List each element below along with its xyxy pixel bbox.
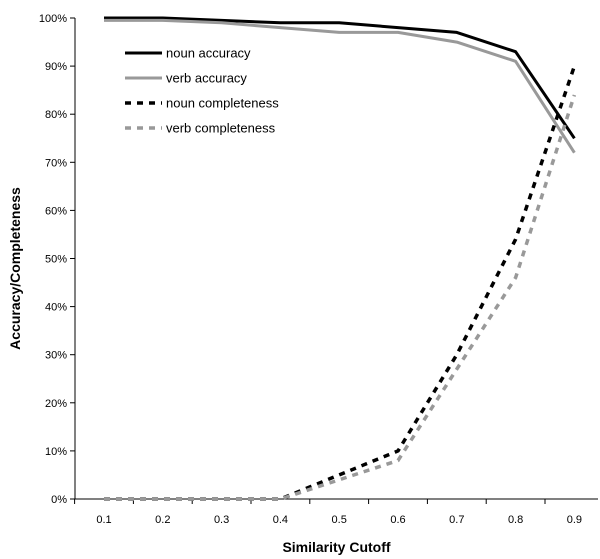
axes: 0% 10% 20% 30% 40% 50% 60% 70% 80% 90% 100% 0.1 0.2…	[39, 13, 598, 526]
x-tick-label: 0.7	[449, 514, 464, 526]
x-tick-label: 0.1	[96, 514, 111, 526]
x-tick-label: 0.8	[508, 514, 523, 526]
legend-label-noun-completeness: noun completeness	[166, 96, 279, 111]
legend-label-noun-accuracy: noun accuracy	[166, 46, 251, 61]
legend: noun accuracy verb accuracy noun completen…	[125, 46, 279, 136]
legend-label-verb-accuracy: verb accuracy	[166, 71, 247, 86]
y-tick-label: 60%	[45, 205, 67, 217]
x-tick-label: 0.9	[567, 514, 582, 526]
x-tick-label: 0.3	[214, 514, 229, 526]
y-tick-label: 10%	[45, 446, 67, 458]
y-ticks: 0% 10% 20% 30% 40% 50% 60% 70% 80% 90% 100%	[39, 13, 75, 506]
x-tick-label: 0.6	[390, 514, 405, 526]
x-axis-title: Similarity Cutoff	[282, 539, 390, 555]
x-ticks: 0.1 0.2 0.3 0.4 0.5 0.6 0.7 0.8 0.9	[74, 499, 582, 526]
y-tick-label: 0%	[51, 494, 67, 506]
series-line-verb-completeness	[104, 94, 577, 501]
y-tick-label: 50%	[45, 254, 67, 266]
y-tick-label: 80%	[45, 109, 67, 121]
y-axis-title: Accuracy/Completeness	[7, 187, 23, 350]
x-tick-label: 0.5	[332, 514, 347, 526]
series-line-noun-accuracy	[104, 16, 576, 140]
y-tick-label: 30%	[45, 350, 67, 362]
y-tick-label: 100%	[39, 13, 67, 25]
series-lines	[104, 16, 577, 501]
y-tick-label: 40%	[45, 302, 67, 314]
x-tick-label: 0.4	[273, 514, 288, 526]
y-tick-label: 70%	[45, 157, 67, 169]
x-tick-label: 0.2	[155, 514, 170, 526]
legend-label-verb-completeness: verb completeness	[166, 121, 276, 136]
y-tick-label: 20%	[45, 398, 67, 410]
y-tick-label: 90%	[45, 61, 67, 73]
series-line-verb-accuracy	[104, 18, 576, 154]
